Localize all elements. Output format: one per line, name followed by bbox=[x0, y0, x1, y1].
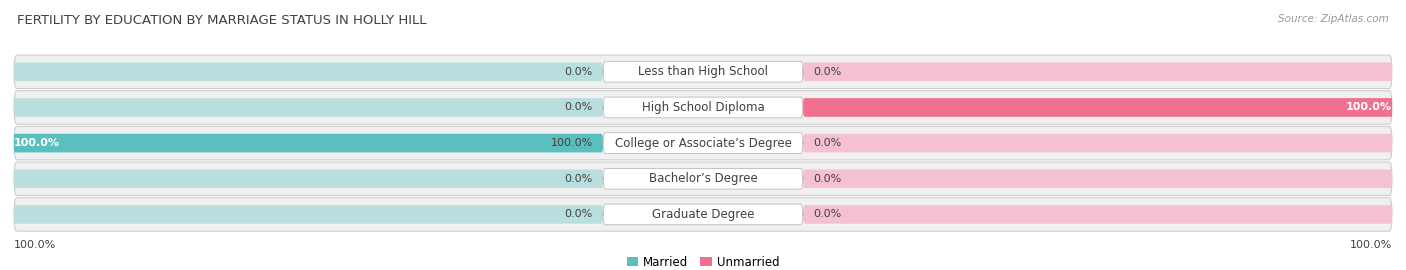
FancyBboxPatch shape bbox=[803, 98, 1402, 117]
Text: Source: ZipAtlas.com: Source: ZipAtlas.com bbox=[1278, 14, 1389, 23]
FancyBboxPatch shape bbox=[803, 98, 1402, 117]
FancyBboxPatch shape bbox=[14, 198, 1392, 231]
FancyBboxPatch shape bbox=[803, 63, 1402, 81]
Text: FERTILITY BY EDUCATION BY MARRIAGE STATUS IN HOLLY HILL: FERTILITY BY EDUCATION BY MARRIAGE STATU… bbox=[17, 14, 426, 26]
Text: 100.0%: 100.0% bbox=[14, 241, 56, 251]
FancyBboxPatch shape bbox=[603, 204, 803, 225]
Text: Bachelor’s Degree: Bachelor’s Degree bbox=[648, 172, 758, 185]
FancyBboxPatch shape bbox=[603, 133, 803, 153]
Text: 100.0%: 100.0% bbox=[1350, 241, 1392, 251]
Text: High School Diploma: High School Diploma bbox=[641, 101, 765, 114]
FancyBboxPatch shape bbox=[803, 134, 1402, 152]
Text: Less than High School: Less than High School bbox=[638, 65, 768, 78]
Text: 100.0%: 100.0% bbox=[1346, 102, 1392, 112]
FancyBboxPatch shape bbox=[603, 97, 803, 118]
FancyBboxPatch shape bbox=[14, 126, 1392, 160]
Text: 100.0%: 100.0% bbox=[14, 138, 60, 148]
FancyBboxPatch shape bbox=[14, 55, 1392, 89]
Text: 0.0%: 0.0% bbox=[813, 174, 841, 184]
Text: College or Associate’s Degree: College or Associate’s Degree bbox=[614, 137, 792, 150]
Text: 0.0%: 0.0% bbox=[813, 67, 841, 77]
Text: 100.0%: 100.0% bbox=[551, 138, 593, 148]
Legend: Married, Unmarried: Married, Unmarried bbox=[621, 251, 785, 270]
Text: Graduate Degree: Graduate Degree bbox=[652, 208, 754, 221]
FancyBboxPatch shape bbox=[4, 63, 603, 81]
FancyBboxPatch shape bbox=[4, 170, 603, 188]
FancyBboxPatch shape bbox=[603, 62, 803, 82]
Text: 0.0%: 0.0% bbox=[565, 210, 593, 220]
FancyBboxPatch shape bbox=[14, 91, 1392, 124]
FancyBboxPatch shape bbox=[4, 134, 603, 152]
Text: 0.0%: 0.0% bbox=[813, 210, 841, 220]
FancyBboxPatch shape bbox=[803, 205, 1402, 224]
Text: 0.0%: 0.0% bbox=[565, 174, 593, 184]
Text: 0.0%: 0.0% bbox=[565, 67, 593, 77]
FancyBboxPatch shape bbox=[4, 98, 603, 117]
FancyBboxPatch shape bbox=[4, 134, 603, 152]
FancyBboxPatch shape bbox=[4, 205, 603, 224]
Text: 0.0%: 0.0% bbox=[565, 102, 593, 112]
FancyBboxPatch shape bbox=[803, 170, 1402, 188]
Text: 0.0%: 0.0% bbox=[813, 138, 841, 148]
FancyBboxPatch shape bbox=[14, 162, 1392, 195]
FancyBboxPatch shape bbox=[603, 168, 803, 189]
